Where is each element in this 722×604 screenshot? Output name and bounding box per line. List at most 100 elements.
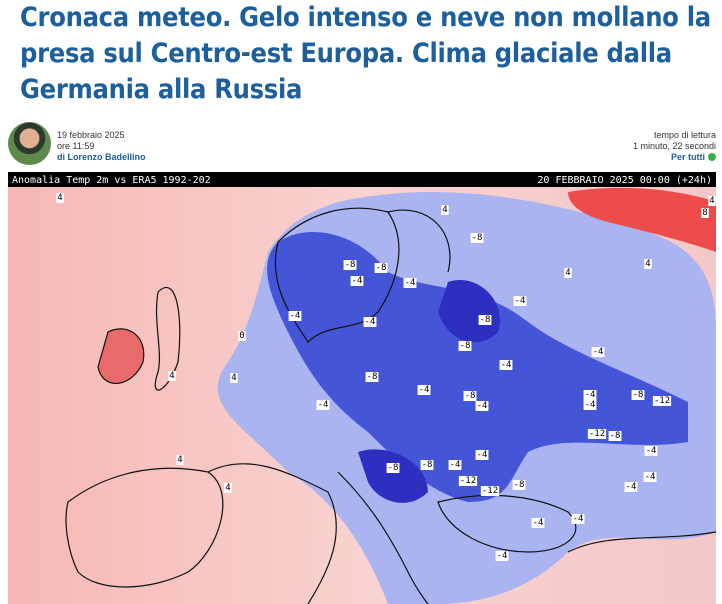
contour-label: -4 (646, 446, 657, 456)
contour-label: -8 (388, 463, 399, 473)
contour-label-box (224, 483, 232, 493)
contour-label-box (475, 401, 489, 411)
contour-label: 4 (442, 205, 447, 215)
contour-label: -8 (345, 260, 356, 270)
contour-label: -8 (465, 391, 476, 401)
contour-label-box (176, 455, 184, 465)
contour-label: -8 (422, 460, 433, 470)
reading-info: tempo di lettura 1 minuto, 22 secondi Pe… (633, 130, 716, 163)
contour-label-box (643, 472, 657, 482)
contour-label: -4 (450, 460, 461, 470)
contour-label-box (403, 278, 417, 288)
contour-label: 4 (645, 259, 650, 269)
contour-label-box (513, 296, 527, 306)
contour-label: -4 (477, 450, 488, 460)
contour-label-box (230, 373, 238, 383)
contour-label-box (316, 400, 330, 410)
contour-label-box (583, 400, 597, 410)
author[interactable]: di Lorenzo Badellino (57, 152, 146, 162)
contour-label-box (587, 429, 607, 439)
weather-map: Anomalia Temp 2m vs ERA5 1992-202 20 FEB… (8, 172, 716, 604)
contour-label: -4 (477, 401, 488, 411)
date: 19 febbraio 2025 (57, 130, 125, 140)
map-date: 20 FEBBRAIO 2025 00:00 (+24h) (537, 175, 712, 186)
contour-label-box (644, 259, 652, 269)
contour-label-box (512, 480, 526, 490)
article-title: Cronaca meteo. Gelo intenso e neve non m… (20, 2, 711, 105)
map-title: Anomalia Temp 2m vs ERA5 1992-202 (12, 175, 211, 186)
contour-label: -8 (480, 315, 491, 325)
map-labels: 4 844-8-4-8-4-8-4-8-4-4-8-8-4-8-4-4-4-4-8… (56, 193, 716, 561)
contour-label-box (644, 446, 658, 456)
contour-label-box (478, 315, 492, 325)
contour-label-box (475, 450, 489, 460)
contour-label: -4 (645, 472, 656, 482)
contour-label: -4 (593, 347, 604, 357)
warm-ireland (98, 328, 144, 384)
contour-label-box (463, 391, 477, 401)
contour-label: 4 (709, 196, 714, 206)
contour-label-box (495, 551, 509, 561)
contour-label-box (480, 486, 500, 496)
contour-label-box (608, 431, 622, 441)
contour-label: -12 (482, 486, 498, 496)
contour-label: 4 (169, 371, 174, 381)
contour-label-box (652, 396, 672, 406)
contour-label: 4 (565, 268, 570, 278)
audience-dot (708, 153, 716, 161)
contour-label-box (441, 205, 449, 215)
contour-label: -8 (633, 390, 644, 400)
contour-label-box (458, 341, 472, 351)
contour-label: -8 (367, 372, 378, 382)
contour-label-box (420, 460, 434, 470)
contour-label-box (417, 385, 431, 395)
contour-label: 4 (177, 455, 182, 465)
contour-label: 4 (57, 193, 62, 203)
map-header (8, 172, 716, 187)
contour-label: -4 (626, 482, 637, 492)
contour-label-box (701, 208, 709, 218)
contour-label: -4 (405, 278, 416, 288)
contour-label-box (238, 331, 246, 341)
contour-label: 4 (225, 483, 230, 493)
contour-label: -12 (589, 429, 605, 439)
contour-label: -4 (585, 400, 596, 410)
contour-label: 4 (231, 373, 236, 383)
contour-label-box (56, 193, 64, 203)
contour-label-box (499, 360, 513, 370)
contour-label-box (343, 260, 357, 270)
strong-cold-area (267, 232, 688, 502)
reading-time: 1 minuto, 22 secondi (632, 141, 716, 151)
warm-anomaly-area (568, 187, 716, 252)
audience: Per tutti (670, 152, 705, 162)
contour-label-box (631, 390, 645, 400)
article-meta: 19 febbraio 2025 ore 11:59 di Lorenzo Ba… (57, 130, 146, 163)
contour-label: -4 (290, 311, 301, 321)
contour-label-box (564, 268, 572, 278)
contour-label: -4 (497, 551, 508, 561)
contour-label: 8 (702, 208, 707, 218)
contour-label: -12 (654, 396, 670, 406)
contour-label: -4 (501, 360, 512, 370)
contour-label: -4 (419, 385, 430, 395)
time: ore 11:59 (57, 141, 95, 151)
contour-label-box (708, 196, 716, 206)
contour-label: -4 (318, 400, 329, 410)
contour-label: -8 (514, 480, 525, 490)
contour-label-box (458, 476, 478, 486)
contour-label-box (571, 514, 585, 524)
extreme-cold-area (358, 280, 500, 503)
contour-label-box (448, 460, 462, 470)
reading-label: tempo di lettura (653, 130, 716, 140)
contour-label-box (168, 371, 176, 381)
contour-label: -8 (376, 263, 387, 273)
contour-label-box (386, 463, 400, 473)
contour-label-box (470, 233, 484, 243)
contour-label: -8 (460, 341, 471, 351)
contour-label: -4 (585, 390, 596, 400)
contour-label-box (591, 347, 605, 357)
contour-label-box (350, 276, 364, 286)
contour-label-box (583, 390, 597, 400)
contour-label-box (374, 263, 388, 273)
